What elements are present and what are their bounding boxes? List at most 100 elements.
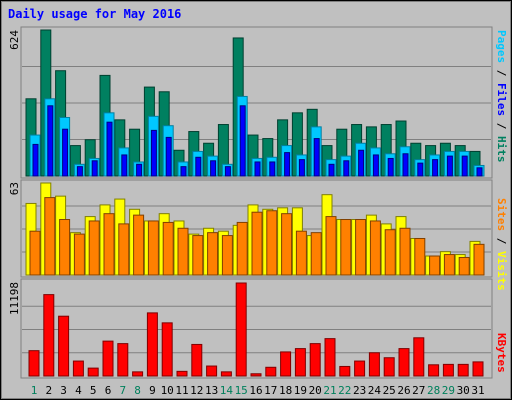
bar-pages-day-12 [195,156,202,177]
x-label-day-15: 15 [235,384,248,397]
chart-title: Daily usage for May 2016 [8,7,181,21]
bar-kbytes-day-13 [206,365,218,377]
bar-kbytes-day-7 [117,343,129,377]
bar-kbytes-day-17 [265,366,277,377]
x-label-day-18: 18 [279,384,292,397]
x-label-day-31: 31 [471,384,484,397]
x-label-day-7: 7 [119,384,126,397]
bar-kbytes-day-8 [132,371,144,377]
bar-sites-day-19 [295,230,307,276]
bar-sites-day-22 [340,219,352,276]
bar-sites-day-1 [29,230,41,276]
legend-sep-1: / [495,63,508,83]
bar-sites-day-20 [310,232,322,276]
x-label-day-26: 26 [397,384,410,397]
bar-kbytes-day-28 [428,364,440,377]
x-label-day-27: 27 [412,384,425,397]
bar-sites-day-16 [251,211,263,276]
bar-sites-day-17 [266,210,278,276]
bar-kbytes-day-12 [191,343,203,377]
x-label-day-21: 21 [323,384,336,397]
x-label-day-22: 22 [338,384,351,397]
bar-pages-day-20 [313,138,320,177]
bar-sites-day-3 [59,219,71,276]
hits-legend: Pages / Files / Hits [495,30,508,163]
bar-pages-day-15 [239,105,246,177]
x-label-day-4: 4 [75,384,82,397]
bar-kbytes-day-14 [220,371,232,377]
bar-kbytes-day-23 [354,360,366,377]
legend-hits: Hits [495,136,508,163]
x-label-day-23: 23 [353,384,366,397]
x-label-day-28: 28 [427,384,440,397]
x-label-day-17: 17 [264,384,277,397]
bar-sites-day-30 [458,256,470,276]
bar-pages-day-19 [298,159,305,177]
bar-sites-day-7 [118,223,130,276]
bar-pages-day-11 [180,166,187,177]
bar-sites-day-6 [103,213,115,276]
x-label-day-12: 12 [190,384,203,397]
legend-pages: Pages [495,30,508,63]
bar-pages-day-23 [358,149,365,177]
bar-sites-day-9 [147,220,159,276]
x-label-day-16: 16 [249,384,262,397]
bar-pages-day-6 [106,121,113,177]
bar-sites-day-4 [73,233,85,276]
x-label-day-30: 30 [457,384,470,397]
bar-sites-day-15 [236,221,248,276]
panel-kbytes-frame [20,278,493,379]
x-label-day-3: 3 [60,384,67,397]
kbytes-legend: KBytes [495,333,508,373]
bar-pages-day-13 [210,160,217,177]
hits-max-label: 624 [8,30,21,50]
bar-sites-day-10 [162,221,174,276]
x-label-day-29: 29 [442,384,455,397]
visits-legend: Sites / Visits [495,198,508,291]
bar-kbytes-day-19 [294,348,306,377]
bar-kbytes-day-30 [457,363,469,377]
bar-kbytes-day-29 [442,363,454,377]
bar-kbytes-day-4 [72,360,84,377]
bar-kbytes-day-3 [58,315,70,377]
bar-sites-day-11 [177,227,189,276]
x-label-day-13: 13 [205,384,218,397]
bar-pages-day-21 [328,163,335,177]
bar-sites-day-21 [325,216,337,276]
x-label-day-8: 8 [134,384,141,397]
bar-sites-day-28 [429,255,441,276]
bar-sites-day-13 [207,232,219,276]
bar-sites-day-26 [399,227,411,276]
bar-pages-day-4 [76,166,83,177]
bar-pages-day-26 [402,153,409,177]
bar-sites-day-8 [133,214,145,276]
x-label-day-11: 11 [175,384,188,397]
bar-sites-day-24 [369,220,381,276]
bar-pages-day-3 [62,128,69,177]
bar-kbytes-day-16 [250,373,262,377]
bar-kbytes-day-15 [235,282,247,377]
bar-kbytes-day-18 [280,351,292,377]
bar-pages-day-31 [476,167,483,177]
x-label-day-2: 2 [45,384,52,397]
x-label-day-24: 24 [368,384,382,397]
bar-kbytes-day-5 [87,367,99,377]
bar-kbytes-day-21 [324,338,336,377]
bar-kbytes-day-11 [176,370,188,377]
bar-kbytes-day-31 [472,361,484,377]
legend-sep-2: / [495,116,508,136]
bar-kbytes-day-22 [339,365,351,377]
bar-kbytes-day-27 [413,337,425,377]
bar-pages-day-7 [121,154,128,177]
bar-pages-day-2 [47,105,54,177]
bar-pages-day-27 [417,162,424,177]
bar-sites-day-25 [384,229,396,276]
bar-pages-day-14 [224,166,231,177]
x-label-day-19: 19 [294,384,307,397]
panel-hits-frame [20,26,493,179]
bar-kbytes-day-2 [43,294,55,377]
bar-kbytes-day-26 [398,348,410,377]
bar-pages-day-8 [136,163,143,177]
